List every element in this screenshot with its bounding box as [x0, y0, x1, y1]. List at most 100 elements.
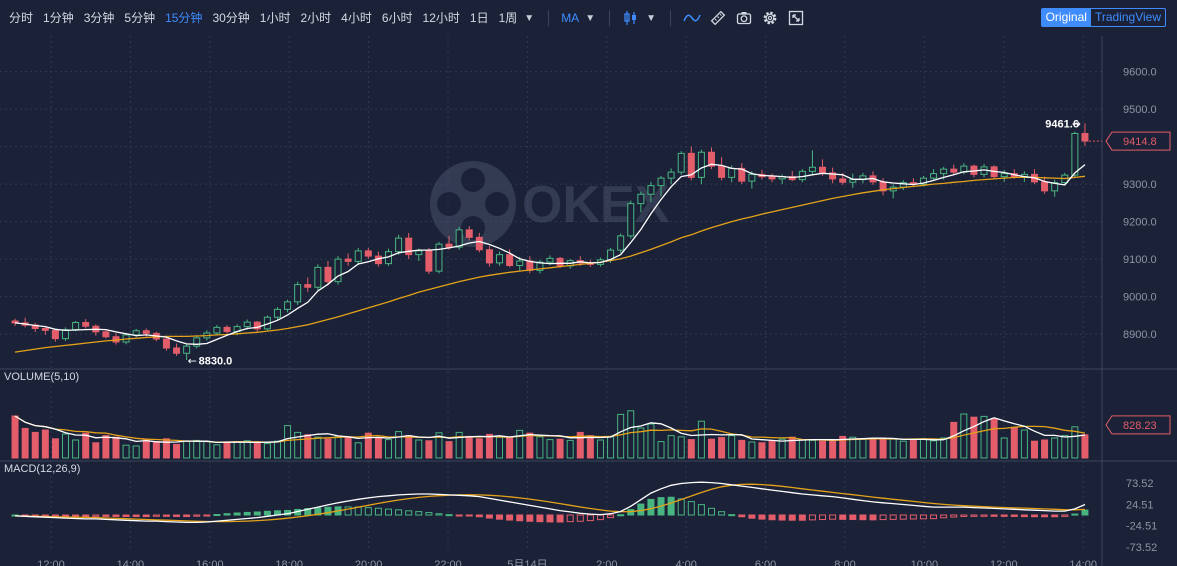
macd-histogram-bar: [253, 511, 261, 516]
volume-bar: [142, 438, 150, 459]
camera-icon[interactable]: [733, 7, 755, 29]
time-tick-label: 20:00: [355, 559, 383, 566]
volume-last-tag: [1105, 415, 1171, 435]
macd-histogram-bar: [909, 514, 917, 520]
interval-more-dropdown[interactable]: ▼: [524, 12, 535, 24]
toolbar-divider: [670, 10, 671, 26]
macd-histogram-bar: [687, 501, 695, 516]
interval-10[interactable]: 12小时: [422, 11, 460, 25]
interval-6[interactable]: 1小时: [259, 11, 291, 25]
macd-histogram-bar: [395, 509, 403, 516]
price-tick-label: 9300.0: [1123, 179, 1157, 191]
macd-histogram-bar: [980, 514, 988, 517]
indicator-dropdown-icon[interactable]: ▼: [585, 12, 596, 24]
candle-body: [102, 331, 110, 338]
volume-bar: [21, 427, 29, 459]
volume-bar: [72, 439, 80, 459]
macd-histogram-bar: [243, 511, 251, 516]
candle-body: [808, 166, 816, 172]
ruler-icon[interactable]: [707, 7, 729, 29]
macd-histogram-bar: [950, 514, 958, 518]
macd-histogram-bar: [132, 514, 140, 518]
fullscreen-icon[interactable]: [785, 7, 807, 29]
kline-chart[interactable]: OKEX 9461.6→8830.0← 9600.09500.09400.093…: [0, 36, 1177, 566]
volume-bar: [909, 439, 917, 459]
candle-down: [304, 277, 312, 293]
volume-bar: [132, 445, 140, 459]
high-arrow-icon: →: [1072, 118, 1081, 131]
macd-histogram-bar: [627, 509, 635, 516]
macd-histogram-bar: [193, 514, 201, 517]
volume-bar: [435, 432, 443, 459]
candle-up: [919, 175, 927, 187]
volume-bar: [728, 435, 736, 459]
interval-2[interactable]: 3分钟: [83, 11, 115, 25]
macd-histogram-bar: [102, 514, 110, 517]
macd-histogram-bar: [122, 514, 130, 518]
volume-bar: [1030, 440, 1038, 459]
volume-bar: [940, 437, 948, 459]
volume-bar: [829, 439, 837, 459]
volume-bar: [839, 435, 847, 459]
interval-9[interactable]: 6小时: [381, 11, 413, 25]
macd-histogram-bar: [970, 514, 978, 517]
volume-bar: [768, 440, 776, 459]
candle-body: [51, 329, 59, 340]
candle-up: [667, 168, 675, 185]
line-style-icon[interactable]: [681, 7, 703, 29]
interval-5[interactable]: 30分钟: [212, 11, 250, 25]
macd-histogram-bar: [808, 514, 816, 521]
macd-histogram-bar: [314, 507, 322, 516]
volume-bar: [506, 437, 514, 459]
volume-bar: [193, 439, 201, 459]
interval-0[interactable]: 分时: [9, 11, 34, 25]
volume-bar: [889, 437, 897, 459]
candle-down: [324, 261, 332, 286]
price-pane: 9461.6→ 8830.0←: [11, 118, 1102, 367]
macd-histogram-bar: [465, 514, 473, 517]
candle-body: [364, 250, 372, 257]
candle-up: [859, 172, 867, 184]
candle-body: [314, 266, 322, 288]
settings-icon[interactable]: [759, 7, 781, 29]
interval-1[interactable]: 1分钟: [43, 11, 74, 25]
interval-4[interactable]: 15分钟: [165, 11, 203, 25]
candle-down: [506, 249, 514, 268]
candle-body: [132, 330, 140, 336]
interval-7[interactable]: 2小时: [300, 11, 332, 25]
macd-histogram-bar: [869, 514, 877, 521]
interval-12[interactable]: 1周: [498, 11, 518, 25]
candle-up: [849, 173, 857, 188]
volume-bar: [152, 441, 160, 459]
interval-3[interactable]: 5分钟: [124, 11, 156, 25]
interval-11[interactable]: 1日: [469, 11, 489, 25]
volume-ma-fast-line: [14, 415, 1086, 444]
original-view-button[interactable]: Original: [1041, 9, 1091, 26]
time-axis: 12:00 14:00 16:00 18:00 20:00 22:00 5月14日 2:00 4…: [37, 559, 1097, 566]
time-tick-label: 8:00: [834, 559, 855, 566]
volume-bar: [213, 444, 221, 459]
candle-body: [728, 167, 736, 178]
volume-bar: [294, 431, 302, 459]
volume-bar: [596, 439, 604, 459]
candle-body: [455, 229, 463, 248]
candle-down: [718, 157, 726, 181]
macd-histogram-bar: [51, 514, 59, 517]
time-tick-label: 2:00: [596, 559, 617, 566]
chart-type-dropdown-icon[interactable]: ▼: [646, 12, 656, 24]
volume-bar: [526, 432, 534, 459]
macd-histogram-bar: [758, 514, 766, 520]
macd-histogram-bar: [829, 514, 837, 520]
volume-bar: [344, 436, 352, 459]
tradingview-view-button[interactable]: TradingView: [1094, 10, 1161, 24]
candlestick-icon[interactable]: [620, 7, 642, 29]
macd-tick-label: 73.52: [1126, 478, 1154, 490]
candle-down: [364, 247, 372, 260]
macd-histogram-bar: [516, 514, 524, 522]
interval-8[interactable]: 4小时: [341, 11, 372, 25]
volume-bar: [536, 436, 544, 459]
candle-up: [273, 307, 281, 320]
candle-body: [829, 172, 837, 180]
indicator-selector[interactable]: MA: [561, 11, 580, 25]
